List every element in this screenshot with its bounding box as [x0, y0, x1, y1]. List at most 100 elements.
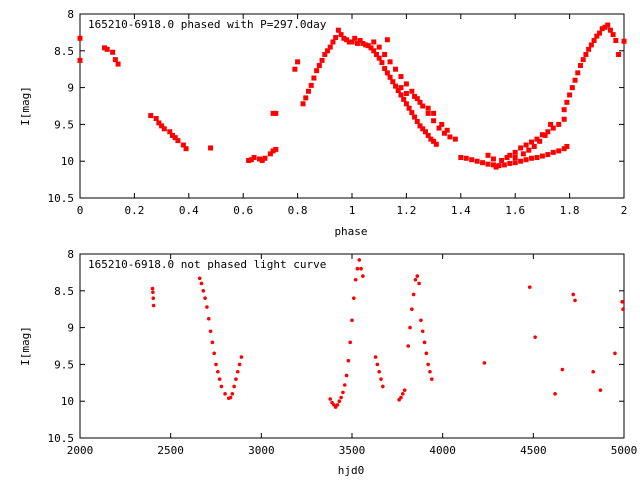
- data-point: [217, 377, 222, 381]
- data-point: [425, 105, 431, 111]
- y-tick-label: 9.5: [54, 358, 74, 371]
- x-tick-label: 2500: [157, 444, 184, 457]
- data-point: [401, 96, 407, 102]
- phased-light-curve-panel: 0 0.2 0.4 0.6 0.8 1 1.2 1.4 1.6 1.8 2 8 8.5 9 9.5 10 10.…: [19, 8, 627, 238]
- data-point: [212, 351, 216, 356]
- data-point: [150, 286, 155, 291]
- data-point: [205, 305, 209, 309]
- data-point: [337, 399, 342, 404]
- data-point: [398, 92, 404, 98]
- data-point: [526, 147, 532, 153]
- data-point: [339, 395, 343, 400]
- data-point: [354, 40, 360, 46]
- data-point: [308, 82, 314, 88]
- data-point: [422, 129, 428, 135]
- data-point: [319, 57, 325, 63]
- x-tick-label: 1: [349, 204, 356, 217]
- data-point: [550, 149, 556, 155]
- data-point: [104, 46, 110, 52]
- data-point: [564, 99, 570, 105]
- data-point: [545, 129, 551, 135]
- data-point: [368, 45, 374, 51]
- data-point: [239, 355, 244, 359]
- data-point: [112, 57, 118, 63]
- data-point: [352, 35, 358, 41]
- data-point: [156, 120, 162, 126]
- data-point: [520, 151, 526, 157]
- data-point: [234, 377, 238, 381]
- y-tick-label: 9.5: [54, 118, 74, 131]
- data-point: [409, 110, 415, 116]
- data-point: [305, 88, 311, 94]
- data-point: [417, 99, 423, 105]
- data-point: [359, 266, 363, 271]
- data-point: [496, 163, 502, 169]
- data-point: [400, 392, 405, 396]
- data-point: [353, 277, 358, 282]
- data-point: [381, 384, 385, 389]
- data-points: [77, 22, 627, 170]
- data-point: [203, 296, 207, 300]
- data-point: [572, 77, 578, 83]
- data-point: [208, 329, 213, 334]
- data-point: [414, 118, 420, 124]
- data-point: [232, 384, 236, 389]
- data-point: [216, 369, 220, 374]
- data-point: [605, 22, 611, 28]
- data-point: [390, 79, 396, 85]
- data-point: [398, 85, 404, 91]
- data-point: [311, 75, 317, 81]
- data-point: [610, 32, 616, 38]
- data-point: [553, 392, 557, 396]
- data-point: [518, 158, 524, 164]
- data-point: [330, 39, 336, 45]
- data-point: [571, 292, 576, 297]
- data-point: [199, 281, 204, 286]
- data-point: [539, 132, 545, 138]
- data-point: [431, 110, 437, 116]
- data-point: [384, 37, 390, 43]
- data-point: [259, 157, 265, 163]
- data-point: [523, 157, 529, 163]
- data-point: [591, 369, 595, 374]
- data-point: [393, 83, 399, 89]
- data-point: [424, 351, 429, 356]
- data-point: [270, 110, 276, 116]
- data-point: [512, 149, 518, 155]
- data-point: [335, 403, 340, 407]
- data-point: [436, 125, 442, 131]
- x-tick-label: 1.2: [396, 204, 416, 217]
- data-point: [338, 32, 344, 38]
- data-point: [419, 318, 423, 323]
- data-point: [292, 66, 298, 72]
- data-point: [425, 110, 431, 116]
- data-point: [344, 37, 350, 43]
- data-point: [248, 157, 254, 163]
- data-point: [441, 130, 447, 136]
- data-point: [575, 70, 581, 76]
- data-point: [512, 160, 518, 166]
- data-point: [564, 143, 570, 149]
- data-point: [420, 103, 426, 109]
- data-point: [482, 361, 487, 365]
- data-point: [548, 121, 554, 127]
- data-point: [420, 329, 425, 334]
- data-point: [531, 143, 537, 149]
- x-tick-label: 5000: [611, 444, 638, 457]
- x-tick-label: 0.2: [124, 204, 144, 217]
- data-point: [110, 49, 116, 55]
- data-point: [402, 388, 407, 392]
- data-point: [583, 51, 589, 57]
- data-point: [371, 39, 377, 45]
- data-point: [556, 121, 562, 127]
- data-point: [406, 344, 411, 348]
- data-point: [512, 155, 518, 161]
- data-point: [348, 340, 352, 345]
- data-point: [387, 59, 393, 65]
- y-tick-label: 8.5: [54, 45, 74, 58]
- data-point: [507, 152, 513, 158]
- data-point: [169, 132, 175, 138]
- data-point: [153, 116, 159, 122]
- x-axis-label: hjd0: [338, 464, 365, 477]
- data-point: [433, 141, 439, 147]
